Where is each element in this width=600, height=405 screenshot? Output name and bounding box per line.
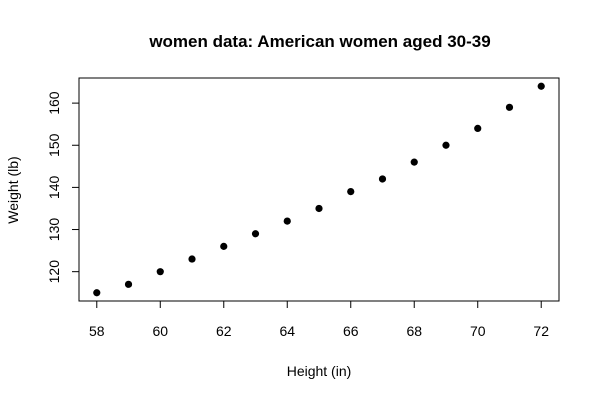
data-point [537, 82, 545, 90]
data-point [188, 255, 196, 263]
y-tick-label: 140 [46, 176, 62, 200]
data-points [93, 82, 545, 297]
data-point [347, 188, 355, 196]
plot-frame [78, 77, 560, 302]
data-point [251, 230, 260, 238]
x-tick-label: 60 [152, 323, 168, 339]
data-point [442, 141, 450, 149]
data-point [220, 242, 228, 250]
y-axis: 120 130 140 150 160 [46, 91, 80, 284]
y-tick-label: 130 [46, 218, 62, 242]
y-tick-label: 160 [46, 91, 62, 115]
data-point [156, 268, 164, 276]
data-point [474, 124, 482, 132]
x-tick-label: 72 [533, 323, 549, 339]
x-tick-label: 62 [216, 323, 232, 339]
data-point [410, 158, 418, 166]
x-axis: 58 60 62 64 66 68 70 72 [89, 300, 549, 339]
x-tick-label: 64 [279, 323, 295, 339]
x-tick-label: 66 [343, 323, 359, 339]
x-axis-label: Height (in) [287, 363, 352, 379]
data-point [505, 103, 514, 111]
y-tick-label: 120 [46, 260, 62, 284]
y-tick-label: 150 [46, 133, 62, 157]
x-tick-label: 70 [470, 323, 486, 339]
data-point [378, 175, 387, 183]
data-point [93, 289, 101, 297]
x-tick-label: 58 [89, 323, 105, 339]
x-tick-label: 68 [406, 323, 422, 339]
data-point [315, 204, 323, 213]
data-point [283, 217, 291, 225]
y-axis-label: Weight (lb) [5, 156, 21, 223]
chart-title: women data: American women aged 30-39 [148, 32, 490, 51]
data-point [124, 280, 133, 288]
